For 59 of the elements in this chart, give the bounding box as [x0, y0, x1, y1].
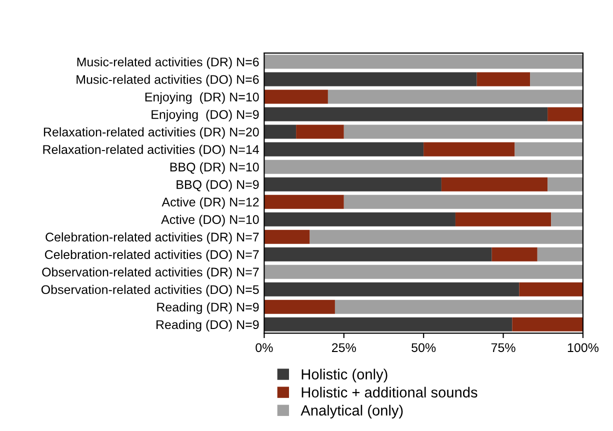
bar	[264, 282, 520, 296]
bar	[344, 194, 583, 209]
bar	[264, 247, 492, 262]
bar	[344, 124, 583, 139]
y-tick-label: Active (DO) N=10	[161, 214, 259, 226]
y-tick-label: Celebration-related activities (DO) N=7	[44, 250, 259, 262]
bar	[264, 300, 335, 314]
bar	[512, 317, 583, 332]
bar	[296, 124, 344, 139]
legend-label: Holistic + additional sounds	[302, 386, 478, 398]
bar	[476, 72, 530, 86]
x-tick-label: 100%	[568, 343, 599, 352]
bar	[264, 177, 442, 192]
bar	[264, 212, 456, 226]
bar	[264, 72, 477, 86]
bar	[519, 282, 583, 296]
bar	[264, 107, 548, 122]
bar	[334, 300, 583, 314]
y-tick-label: Celebration-related activities (DR) N=7	[46, 232, 259, 244]
bar	[264, 90, 328, 104]
bar	[264, 264, 583, 279]
bar	[264, 142, 424, 156]
y-tick-label: BBQ (DR) N=10	[170, 162, 259, 174]
y-tick-label: Observation-related activities (DR) N=7	[42, 267, 259, 279]
y-tick-label: Observation-related activities (DO) N=5	[41, 284, 259, 297]
y-tick-label: Music-related activities (DR) N=6	[77, 57, 259, 69]
y-tick-label: Active (DR) N=12	[162, 197, 259, 209]
x-tick-label: 50%	[412, 343, 436, 352]
bar	[424, 142, 515, 156]
y-tick-label: BBQ (DO) N=9	[176, 180, 259, 192]
x-tick-label: 25%	[332, 343, 356, 352]
bar	[548, 177, 583, 192]
bar	[264, 230, 310, 244]
y-tick-label: Enjoying (DO) N=9	[152, 110, 259, 122]
bar	[264, 54, 583, 69]
bar	[264, 194, 344, 209]
legend-label: Analytical (only)	[300, 404, 403, 418]
bar	[264, 317, 512, 332]
bar	[551, 212, 583, 226]
bar	[328, 90, 583, 104]
bar	[514, 142, 583, 156]
x-tick-label: 75%	[491, 343, 516, 352]
bar	[264, 124, 296, 139]
y-tick-label: Relaxation-related activities (DR) N=20	[44, 127, 259, 139]
y-tick-label: Reading (DO) N=9	[156, 320, 259, 332]
legend-label: Holistic (only)	[302, 368, 388, 382]
bar	[548, 107, 583, 122]
bar	[492, 247, 538, 262]
y-tick-label: Enjoying (DR) N=10	[145, 92, 259, 104]
bar	[530, 72, 583, 86]
bar	[310, 230, 583, 244]
x-tick-label: 0%	[256, 343, 273, 352]
y-tick-label: Reading (DR) N=9	[157, 302, 259, 314]
y-tick-label: Music-related activities (DO) N=6	[76, 74, 259, 86]
bar	[441, 177, 548, 192]
bar	[264, 160, 583, 174]
bar	[455, 212, 552, 226]
bar	[537, 247, 583, 262]
y-tick-label: Relaxation-related activities (DO) N=14	[43, 144, 259, 156]
